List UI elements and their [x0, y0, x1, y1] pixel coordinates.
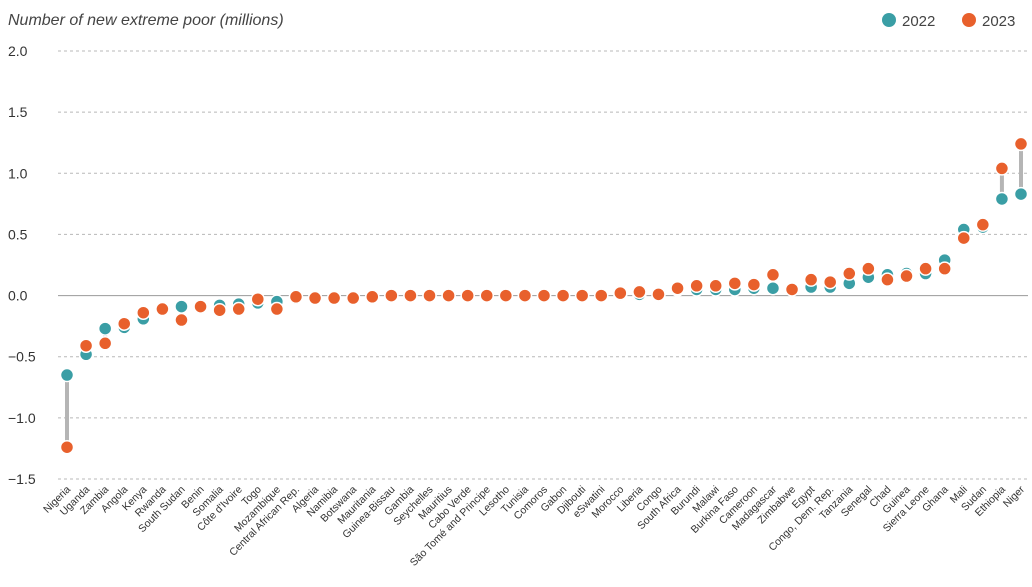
point-2023: [880, 272, 895, 287]
point-2023: [593, 288, 609, 303]
point-2023: [994, 161, 1010, 176]
point-2023: [822, 274, 838, 290]
point-2022: [765, 280, 781, 296]
point-2023: [670, 280, 685, 296]
point-2023: [174, 312, 189, 328]
point-2022: [174, 299, 189, 314]
legend-label-2023: 2023: [982, 13, 1015, 30]
point-2023: [765, 267, 781, 283]
point-2023: [403, 288, 418, 303]
point-2023: [842, 266, 857, 281]
chart-title: Number of new extreme poor (millions): [8, 12, 284, 29]
y-tick-label: 1.5: [8, 104, 28, 120]
point-2023: [918, 261, 933, 276]
point-2023: [1013, 136, 1029, 152]
point-2023: [422, 288, 437, 303]
point-2023: [708, 278, 723, 294]
point-2023: [231, 301, 246, 317]
point-2023: [498, 288, 514, 303]
y-tick-label: 0.5: [8, 226, 28, 242]
point-2023: [250, 291, 266, 307]
point-2023: [212, 302, 227, 318]
point-2023: [956, 230, 972, 246]
point-2023: [441, 288, 456, 303]
point-2023: [136, 305, 151, 320]
point-2023: [116, 316, 132, 331]
y-axis-ticks: 2.0 1.5 1.0 0.5 0.0 −0.5 −1.0 −1.5: [8, 43, 36, 487]
point-2023: [784, 282, 800, 297]
point-2023: [460, 288, 475, 303]
point-2023: [803, 272, 819, 287]
point-2023: [59, 439, 75, 455]
point-2023: [975, 217, 991, 232]
point-2023: [345, 290, 361, 306]
point-2022: [97, 321, 113, 336]
point-2023: [536, 288, 552, 303]
point-2023: [613, 285, 628, 301]
point-2023: [517, 288, 533, 303]
y-tick-label: −1.5: [8, 471, 36, 487]
y-tick-label: 0.0: [8, 288, 28, 304]
point-2022: [994, 191, 1010, 207]
point-2023: [269, 301, 285, 317]
point-2023: [193, 299, 208, 314]
point-2023: [97, 336, 113, 351]
point-2023: [689, 278, 704, 294]
y-tick-label: −0.5: [8, 349, 36, 365]
legend-marker-2022: [882, 13, 896, 27]
point-2023: [288, 289, 304, 305]
legend: 2022 2023: [882, 13, 1015, 30]
point-2022: [59, 367, 75, 383]
point-2023: [479, 288, 495, 303]
point-2023: [326, 290, 342, 306]
point-2023: [574, 288, 590, 303]
legend-label-2022: 2022: [902, 13, 935, 30]
point-2023: [384, 288, 399, 303]
x-axis-labels: NigeriaUgandaZambiaAngolaKenyaRwandaSout…: [41, 483, 1027, 568]
point-2023: [861, 261, 876, 276]
point-2023: [746, 277, 762, 292]
y-tick-label: 1.0: [8, 165, 28, 181]
point-2023: [307, 290, 323, 306]
point-2023: [78, 338, 94, 353]
point-2023: [365, 289, 380, 305]
point-2023: [651, 287, 666, 302]
y-tick-label: −1.0: [8, 410, 36, 426]
point-2023: [937, 261, 952, 276]
y-tick-label: 2.0: [8, 43, 28, 59]
point-2023: [155, 301, 170, 317]
point-2023: [899, 268, 914, 284]
point-2023: [727, 276, 743, 291]
series-2023: [59, 136, 1029, 455]
y-gridlines: [58, 50, 1028, 480]
point-2023: [555, 288, 571, 303]
point-2023: [632, 284, 647, 300]
x-tick-label: Niger: [1001, 483, 1028, 510]
point-2022: [1013, 186, 1029, 202]
legend-marker-2023: [962, 13, 976, 27]
